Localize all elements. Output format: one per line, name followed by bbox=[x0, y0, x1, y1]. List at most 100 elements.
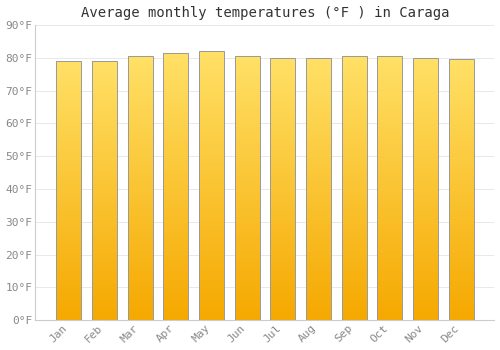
Bar bbox=[163, 152, 188, 153]
Bar bbox=[378, 258, 402, 259]
Bar bbox=[234, 112, 260, 113]
Bar bbox=[448, 211, 473, 212]
Bar bbox=[199, 307, 224, 308]
Bar bbox=[56, 73, 81, 74]
Bar bbox=[448, 252, 473, 254]
Bar bbox=[163, 251, 188, 252]
Bar bbox=[56, 170, 81, 171]
Bar bbox=[306, 181, 331, 182]
Bar bbox=[56, 302, 81, 303]
Bar bbox=[92, 301, 117, 302]
Bar bbox=[306, 301, 331, 302]
Bar bbox=[234, 293, 260, 294]
Bar bbox=[234, 63, 260, 64]
Bar bbox=[163, 141, 188, 142]
Bar bbox=[92, 267, 117, 268]
Bar bbox=[163, 73, 188, 74]
Bar bbox=[270, 63, 295, 64]
Bar bbox=[448, 294, 473, 295]
Bar bbox=[342, 134, 366, 135]
Bar bbox=[342, 166, 366, 167]
Bar bbox=[342, 125, 366, 126]
Bar bbox=[234, 131, 260, 133]
Bar bbox=[199, 202, 224, 203]
Bar bbox=[448, 203, 473, 204]
Bar bbox=[163, 159, 188, 160]
Bar bbox=[92, 80, 117, 82]
Bar bbox=[128, 119, 152, 121]
Bar bbox=[306, 316, 331, 318]
Bar bbox=[306, 83, 331, 84]
Bar bbox=[163, 224, 188, 225]
Bar bbox=[199, 241, 224, 242]
Bar bbox=[270, 185, 295, 186]
Bar bbox=[56, 92, 81, 93]
Bar bbox=[270, 139, 295, 140]
Bar bbox=[306, 58, 331, 320]
Bar bbox=[92, 262, 117, 263]
Bar bbox=[342, 188, 366, 189]
Bar bbox=[448, 178, 473, 180]
Bar bbox=[270, 212, 295, 214]
Bar bbox=[199, 309, 224, 311]
Bar bbox=[413, 247, 438, 248]
Bar bbox=[413, 194, 438, 196]
Bar bbox=[378, 162, 402, 163]
Bar bbox=[378, 238, 402, 240]
Bar bbox=[163, 292, 188, 294]
Bar bbox=[234, 97, 260, 98]
Bar bbox=[413, 232, 438, 234]
Bar bbox=[163, 317, 188, 319]
Bar bbox=[163, 250, 188, 251]
Bar bbox=[448, 80, 473, 82]
Bar bbox=[56, 210, 81, 211]
Bar bbox=[413, 205, 438, 206]
Bar bbox=[92, 61, 117, 62]
Bar bbox=[448, 276, 473, 277]
Bar bbox=[163, 232, 188, 233]
Bar bbox=[128, 304, 152, 306]
Bar bbox=[378, 203, 402, 204]
Bar bbox=[270, 76, 295, 77]
Bar bbox=[56, 217, 81, 218]
Bar bbox=[163, 307, 188, 308]
Bar bbox=[128, 146, 152, 147]
Bar bbox=[199, 264, 224, 265]
Bar bbox=[234, 269, 260, 270]
Bar bbox=[413, 217, 438, 218]
Bar bbox=[92, 183, 117, 184]
Bar bbox=[306, 60, 331, 62]
Bar bbox=[128, 172, 152, 174]
Bar bbox=[163, 316, 188, 317]
Bar bbox=[306, 303, 331, 304]
Bar bbox=[378, 191, 402, 192]
Bar bbox=[92, 237, 117, 239]
Bar bbox=[199, 131, 224, 132]
Bar bbox=[448, 168, 473, 169]
Bar bbox=[92, 131, 117, 132]
Bar bbox=[378, 166, 402, 167]
Bar bbox=[378, 160, 402, 162]
Bar bbox=[270, 223, 295, 224]
Bar bbox=[413, 118, 438, 119]
Bar bbox=[92, 254, 117, 256]
Bar bbox=[306, 250, 331, 251]
Bar bbox=[92, 167, 117, 169]
Bar bbox=[342, 304, 366, 306]
Bar bbox=[378, 147, 402, 148]
Bar bbox=[92, 208, 117, 209]
Bar bbox=[306, 236, 331, 238]
Bar bbox=[270, 229, 295, 230]
Bar bbox=[163, 93, 188, 94]
Bar bbox=[413, 262, 438, 264]
Bar bbox=[199, 279, 224, 280]
Bar bbox=[92, 158, 117, 160]
Bar bbox=[270, 176, 295, 177]
Bar bbox=[56, 257, 81, 258]
Bar bbox=[199, 231, 224, 233]
Bar bbox=[270, 75, 295, 76]
Bar bbox=[128, 97, 152, 98]
Bar bbox=[342, 159, 366, 160]
Bar bbox=[270, 144, 295, 146]
Bar bbox=[92, 240, 117, 241]
